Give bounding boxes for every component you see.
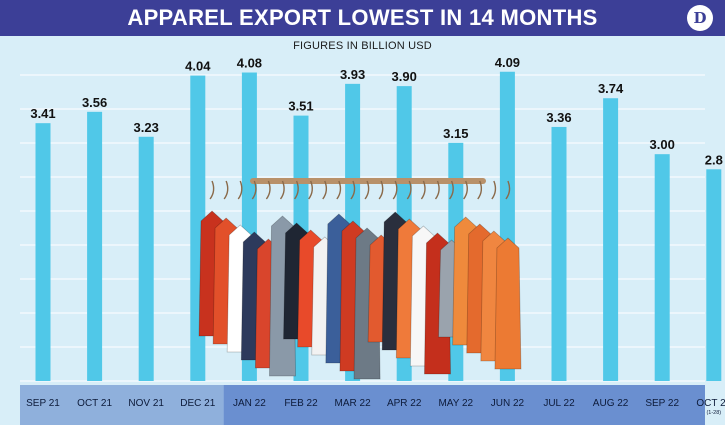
data-label: 3.41 xyxy=(30,106,55,121)
x-tick-label: JUN 22 xyxy=(491,398,525,409)
data-label: 3.74 xyxy=(598,81,624,96)
x-tick-label: JAN 22 xyxy=(233,398,266,409)
data-label: 3.93 xyxy=(340,67,365,82)
hanger-icon xyxy=(364,180,370,200)
hanger-icon xyxy=(406,180,412,200)
publisher-logo-icon: D xyxy=(687,5,713,31)
bar-nov-21 xyxy=(138,136,154,381)
hanger-icon xyxy=(336,180,342,200)
value-labels: 3.41 3.56 3.23 4.04 4.08 3.51 3.93 3.90 3.15 4.09… xyxy=(30,55,722,168)
hanger-icon xyxy=(223,180,229,200)
header-bar: APPAREL EXPORT LOWEST IN 14 MONTHS D xyxy=(0,0,725,36)
data-label: 3.90 xyxy=(392,69,417,84)
x-tick-label: SEP 21 xyxy=(26,398,60,409)
hanger-icon xyxy=(463,180,468,200)
bar-aug-22 xyxy=(603,98,619,381)
axis-band-left xyxy=(20,385,224,425)
bar-chart: SEP 21 OCT 21 NOV 21 DEC 21 JAN 22 FEB 22 MAR … xyxy=(20,55,725,425)
hanger-icon xyxy=(392,180,398,200)
x-tick-label: AUG 22 xyxy=(593,398,629,409)
bar-jul-22 xyxy=(551,126,567,381)
x-tick-label: FEB 22 xyxy=(284,398,318,409)
x-tick-label: DEC 21 xyxy=(180,398,215,409)
data-label: 3.56 xyxy=(82,95,107,110)
hanger-icon xyxy=(350,180,356,200)
x-tick-label: OCT 21 xyxy=(77,398,112,409)
data-label: 2.8 xyxy=(705,152,723,167)
hanger-icon xyxy=(251,180,257,200)
data-label: 3.00 xyxy=(650,137,675,152)
chart-title: APPAREL EXPORT LOWEST IN 14 MONTHS xyxy=(127,5,598,30)
hanger-icon xyxy=(491,180,497,200)
x-tick-note: (1-28) xyxy=(706,410,721,416)
bar-oct-21 xyxy=(87,111,103,381)
x-tick-label: JUL 22 xyxy=(543,398,575,409)
bar-sep-21 xyxy=(35,123,51,382)
hanger-icon xyxy=(279,180,285,200)
x-axis: SEP 21 OCT 21 NOV 21 DEC 21 JAN 22 FEB 22 MAR … xyxy=(20,385,725,425)
x-tick-label: NOV 21 xyxy=(128,398,164,409)
hanger-icon xyxy=(322,180,328,200)
x-tick-label: MAR 22 xyxy=(335,398,372,409)
x-tick-label: OCT 22 xyxy=(696,398,725,409)
x-tick-label: SEP 22 xyxy=(645,398,679,409)
hanger-icon xyxy=(378,180,384,200)
hanger-icon xyxy=(434,180,440,200)
garment-icon xyxy=(494,237,522,370)
data-label: 4.08 xyxy=(237,56,262,71)
data-label: 3.36 xyxy=(546,110,571,125)
bar-oct-22 xyxy=(706,169,722,381)
hanger-icon xyxy=(449,180,454,200)
rack-rod xyxy=(250,178,486,184)
hanger-icon xyxy=(265,180,271,200)
axis-band-right xyxy=(223,385,705,425)
data-label: 4.09 xyxy=(495,55,520,70)
data-label: 3.15 xyxy=(443,126,468,141)
hanger-icon xyxy=(308,180,313,200)
data-label: 3.23 xyxy=(134,120,159,135)
chart-subtitle: FIGURES IN BILLION USD xyxy=(293,40,432,52)
logo-letter: D xyxy=(693,9,707,27)
data-label: 3.51 xyxy=(288,99,313,114)
hanger-icon xyxy=(505,180,511,200)
x-tick-label: MAY 22 xyxy=(438,398,473,409)
hanger-icon xyxy=(420,180,426,200)
clothes-rack-illustration xyxy=(198,178,522,380)
hanger-icon xyxy=(237,180,243,200)
hanger-icon xyxy=(477,180,483,200)
hanger-icon xyxy=(209,180,215,200)
hanger-icon xyxy=(294,180,299,200)
x-tick-label: APR 22 xyxy=(387,398,422,409)
data-label: 4.04 xyxy=(185,59,211,74)
bar-sep-22 xyxy=(654,154,670,381)
